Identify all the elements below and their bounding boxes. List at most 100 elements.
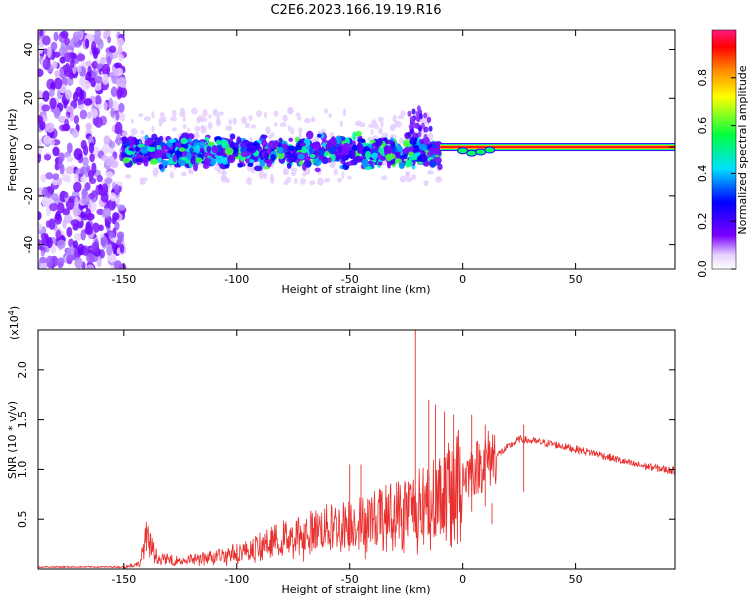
noise-blob: [42, 58, 51, 70]
scatter-blob: [408, 155, 418, 161]
noise-blob: [72, 91, 79, 103]
streak-blob: [426, 116, 431, 123]
snr-series-line: [38, 429, 675, 569]
halo-blob: [244, 122, 250, 129]
noise-blob: [96, 39, 104, 50]
carrier-dip: [475, 148, 487, 156]
halo-blob: [290, 171, 297, 177]
scatter-blob: [256, 142, 261, 151]
noise-blob: [40, 249, 46, 257]
halo-blob: [377, 127, 383, 135]
halo-blob: [182, 116, 186, 122]
noise-blob: [41, 104, 51, 112]
halo-blob: [124, 174, 132, 179]
noise-blob: [100, 56, 106, 66]
halo-blob: [347, 175, 352, 180]
figure-title: C2E6.2023.166.19.19.R16: [270, 3, 441, 18]
noise-blob: [41, 196, 50, 208]
noise-blob: [119, 243, 125, 254]
noise-blob: [90, 108, 98, 119]
noise-blob: [114, 127, 122, 135]
halo-blob: [342, 108, 347, 117]
scatter-blob: [195, 144, 200, 154]
noise-blob: [118, 53, 124, 62]
halo-blob: [171, 127, 177, 132]
noise-blob: [45, 172, 54, 180]
noise-blob: [113, 184, 120, 193]
scatter-blob: [216, 155, 225, 164]
scatter-blob: [288, 137, 294, 142]
spectrogram-heatmap: [38, 30, 675, 269]
noise-blob: [79, 109, 88, 120]
noise-blob: [58, 152, 65, 162]
halo-blob: [255, 110, 263, 118]
noise-blob: [89, 153, 95, 163]
noise-blob: [83, 98, 93, 106]
noise-blob: [56, 177, 63, 186]
halo-blob: [121, 130, 128, 139]
noise-blob: [56, 239, 66, 250]
carrier-dip: [484, 146, 496, 154]
halo-blob: [218, 111, 224, 116]
noise-blob: [44, 154, 51, 161]
noise-blob: [86, 111, 92, 120]
halo-blob: [399, 175, 407, 183]
scatter-blob: [260, 134, 268, 139]
scatter-blob: [203, 158, 212, 164]
halo-blob: [373, 122, 379, 130]
scatter-blob: [237, 162, 243, 168]
noise-blob: [100, 237, 107, 247]
scatter-blob: [236, 136, 242, 145]
noise-blob: [72, 34, 80, 43]
snr-frame: [37, 329, 676, 570]
scatter-blob: [345, 161, 354, 166]
noise-blob: [38, 30, 44, 37]
halo-blob: [405, 171, 410, 179]
noise-blob: [60, 30, 69, 39]
noise-blob: [112, 212, 120, 221]
streak-blob: [420, 122, 425, 129]
scatter-blob: [198, 141, 207, 149]
noise-blob: [48, 218, 56, 230]
scatter-blob: [355, 130, 362, 137]
scatter-blob: [378, 147, 385, 154]
noise-blob: [61, 123, 71, 132]
scatter-blob: [270, 154, 276, 161]
noise-blob: [103, 135, 111, 145]
noise-blob: [79, 89, 84, 101]
halo-blob: [304, 117, 311, 124]
snr-x-tick-label: 50: [569, 573, 583, 586]
scatter-blob: [186, 151, 192, 161]
noise-blob: [117, 77, 126, 89]
halo-blob: [208, 114, 212, 119]
streak-blob: [424, 126, 429, 133]
scatter-blob: [263, 158, 271, 164]
noise-blob: [53, 106, 61, 119]
scatter-blob: [227, 155, 236, 164]
scatter-blob: [314, 167, 321, 173]
colorbar-tick-label: 0.0: [696, 260, 709, 278]
halo-blob: [246, 177, 252, 185]
scatter-blob: [230, 141, 235, 149]
noise-blob: [66, 155, 74, 163]
noise-blob: [58, 46, 67, 57]
halo-blob: [297, 115, 302, 121]
scatter-blob: [220, 139, 229, 147]
scatter-blob: [343, 142, 349, 148]
noise-blob: [83, 246, 88, 257]
noise-blob: [82, 156, 89, 167]
scatter-blob: [122, 157, 131, 164]
scatter-blob: [214, 136, 223, 142]
scatter-blob: [141, 149, 148, 154]
streak-blob: [428, 125, 433, 132]
scatter-blob: [394, 145, 403, 154]
scatter-blob: [180, 137, 188, 145]
scatter-blob: [305, 130, 314, 140]
streak-blob: [417, 131, 422, 138]
halo-blob: [179, 111, 186, 118]
halo-blob: [273, 110, 279, 117]
halo-blob: [159, 111, 165, 118]
noise-blob: [39, 262, 48, 269]
halo-blob: [138, 113, 144, 118]
